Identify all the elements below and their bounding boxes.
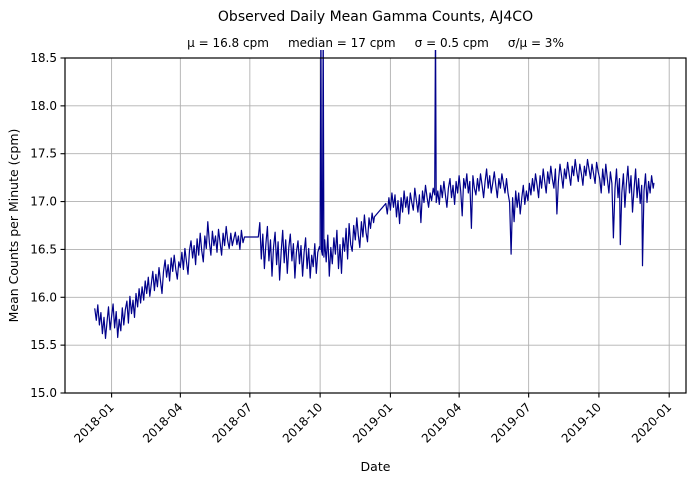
y-axis-label: Mean Counts per Minute (cpm) <box>6 129 21 323</box>
y-tick-label: 17.5 <box>30 147 57 161</box>
x-tick-label: 2019-04 <box>419 400 464 445</box>
y-tick-label: 17.0 <box>30 195 57 209</box>
x-tick-label: 2019-10 <box>559 400 604 445</box>
y-tick-label: 18.0 <box>30 99 57 113</box>
x-tick-label: 2019-01 <box>350 400 395 445</box>
data-series-line <box>94 50 655 339</box>
x-tick-label: 2018-10 <box>280 400 325 445</box>
grid-layer <box>65 57 686 394</box>
x-tick-label: 2019-07 <box>488 400 533 445</box>
x-tick-label: 2018-01 <box>71 400 116 445</box>
y-tick-label: 16.0 <box>30 290 57 304</box>
y-tick-label: 15.5 <box>30 338 57 352</box>
chart-subtitle: μ = 16.8 cpm median = 17 cpm σ = 0.5 cpm… <box>187 36 564 50</box>
x-tick-label: 2018-07 <box>210 400 255 445</box>
series-layer <box>94 50 655 339</box>
chart-title: Observed Daily Mean Gamma Counts, AJ4CO <box>218 9 533 25</box>
y-tick-label: 18.5 <box>30 51 57 65</box>
x-tick-label: 2020-01 <box>629 400 674 445</box>
x-axis-label: Date <box>361 459 391 474</box>
y-tick-label: 15.0 <box>30 386 57 400</box>
y-tick-label: 16.5 <box>30 242 57 256</box>
x-tick-label: 2018-04 <box>140 400 185 445</box>
plot-border <box>64 57 687 394</box>
